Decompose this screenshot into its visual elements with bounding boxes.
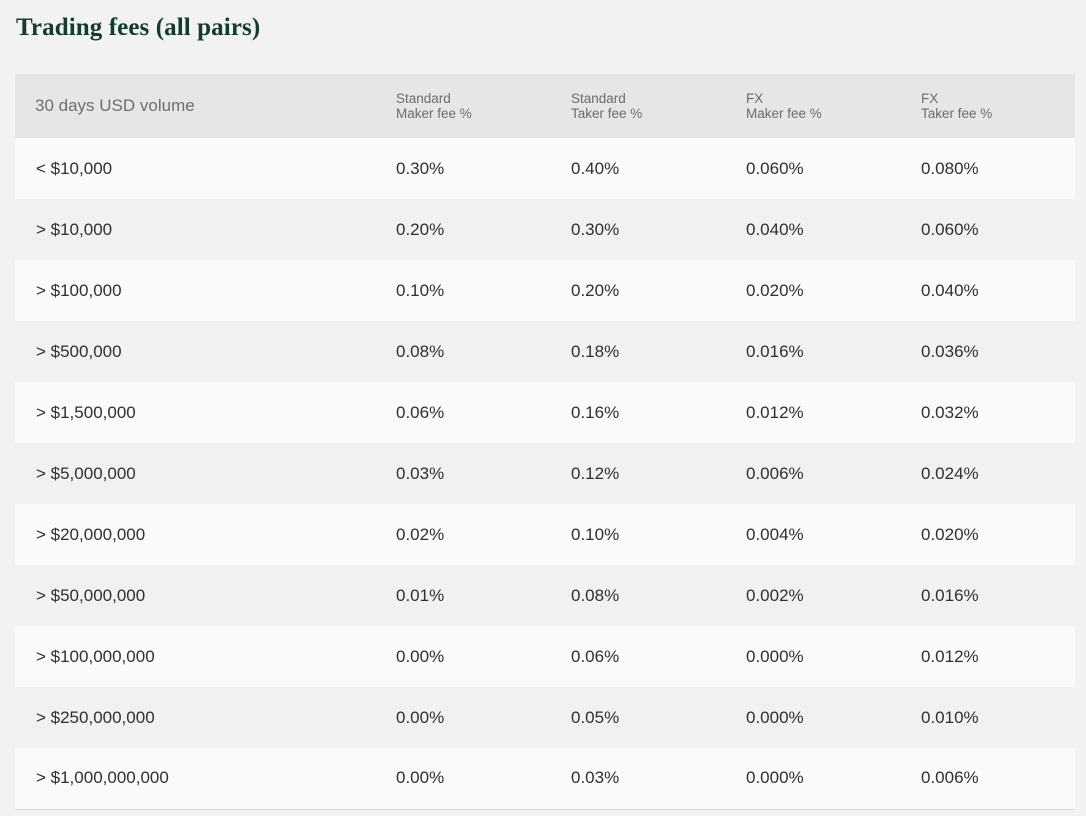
header-standard-taker-line2: Taker fee %: [571, 106, 643, 121]
fx-taker-cell: 0.032%: [921, 402, 979, 422]
fx-taker-cell: 0.080%: [921, 158, 979, 178]
standard-taker-cell: 0.05%: [571, 707, 620, 727]
standard-maker-cell: 0.03%: [396, 463, 445, 483]
fx-maker-cell: 0.006%: [746, 463, 804, 483]
standard-maker-cell: 0.20%: [396, 219, 445, 239]
standard-taker-cell: 0.10%: [571, 524, 620, 544]
standard-maker-cell: 0.00%: [396, 707, 445, 727]
table-row: > $10,000 0.20% 0.30% 0.040% 0.060%: [15, 199, 1075, 260]
volume-cell: > $20,000,000: [36, 524, 146, 544]
fx-taker-cell: 0.016%: [921, 585, 979, 605]
volume-cell: < $10,000: [36, 158, 113, 178]
fx-maker-cell: 0.004%: [746, 524, 804, 544]
fx-maker-cell: 0.002%: [746, 585, 804, 605]
standard-taker-cell: 0.08%: [571, 585, 620, 605]
volume-cell: > $500,000: [36, 341, 122, 361]
table-row: < $10,000 0.30% 0.40% 0.060% 0.080%: [15, 138, 1075, 199]
header-standard-taker-fee: Standard Taker fee %: [557, 74, 732, 138]
standard-maker-cell: 0.02%: [396, 524, 445, 544]
fx-taker-cell: 0.020%: [921, 524, 979, 544]
volume-cell: > $50,000,000: [36, 585, 146, 605]
table-row: > $100,000,000 0.00% 0.06% 0.000% 0.012%: [15, 626, 1075, 687]
table-row: > $20,000,000 0.02% 0.10% 0.004% 0.020%: [15, 504, 1075, 565]
fx-taker-cell: 0.006%: [921, 768, 979, 788]
volume-cell: > $1,000,000,000: [36, 768, 169, 788]
header-standard-maker-line2: Maker fee %: [396, 106, 472, 121]
header-standard-taker-line1: Standard: [571, 91, 626, 106]
standard-taker-cell: 0.30%: [571, 219, 620, 239]
standard-taker-cell: 0.40%: [571, 158, 620, 178]
fx-maker-cell: 0.060%: [746, 158, 804, 178]
standard-maker-cell: 0.08%: [396, 341, 445, 361]
volume-cell: > $10,000: [36, 219, 113, 239]
fx-maker-cell: 0.020%: [746, 280, 804, 300]
volume-cell: > $100,000: [36, 280, 122, 300]
fx-maker-cell: 0.000%: [746, 707, 804, 727]
header-standard-maker-fee: Standard Maker fee %: [382, 74, 557, 138]
table-row: > $1,500,000 0.06% 0.16% 0.012% 0.032%: [15, 382, 1075, 443]
fx-taker-cell: 0.024%: [921, 463, 979, 483]
standard-maker-cell: 0.01%: [396, 585, 445, 605]
table-row: > $1,000,000,000 0.00% 0.03% 0.000% 0.00…: [15, 748, 1075, 809]
volume-cell: > $5,000,000: [36, 463, 136, 483]
table-body: < $10,000 0.30% 0.40% 0.060% 0.080% > $1…: [15, 138, 1075, 809]
standard-taker-cell: 0.06%: [571, 646, 620, 666]
standard-maker-cell: 0.06%: [396, 402, 445, 422]
fx-maker-cell: 0.000%: [746, 768, 804, 788]
fx-maker-cell: 0.000%: [746, 646, 804, 666]
table-header: 30 days USD volume Standard Maker fee % …: [15, 74, 1075, 138]
table-row: > $5,000,000 0.03% 0.12% 0.006% 0.024%: [15, 443, 1075, 504]
trading-fees-table: 30 days USD volume Standard Maker fee % …: [15, 74, 1075, 810]
fx-taker-cell: 0.036%: [921, 341, 979, 361]
fx-taker-cell: 0.040%: [921, 280, 979, 300]
header-fx-taker-line2: Taker fee %: [921, 106, 993, 121]
fx-maker-cell: 0.016%: [746, 341, 804, 361]
header-standard-maker-line1: Standard: [396, 91, 451, 106]
standard-maker-cell: 0.00%: [396, 646, 445, 666]
fx-maker-cell: 0.012%: [746, 402, 804, 422]
table-row: > $250,000,000 0.00% 0.05% 0.000% 0.010%: [15, 687, 1075, 748]
standard-taker-cell: 0.18%: [571, 341, 620, 361]
header-row: 30 days USD volume Standard Maker fee % …: [15, 74, 1075, 138]
header-volume: 30 days USD volume: [35, 96, 195, 115]
volume-cell: > $250,000,000: [36, 707, 155, 727]
volume-cell: > $100,000,000: [36, 646, 155, 666]
standard-taker-cell: 0.16%: [571, 402, 620, 422]
standard-maker-cell: 0.10%: [396, 280, 445, 300]
fx-maker-cell: 0.040%: [746, 219, 804, 239]
standard-maker-cell: 0.00%: [396, 768, 445, 788]
table-row: > $500,000 0.08% 0.18% 0.016% 0.036%: [15, 321, 1075, 382]
volume-cell: > $1,500,000: [36, 402, 136, 422]
fx-taker-cell: 0.060%: [921, 219, 979, 239]
standard-maker-cell: 0.30%: [396, 158, 445, 178]
page-title: Trading fees (all pairs): [16, 14, 261, 41]
standard-taker-cell: 0.20%: [571, 280, 620, 300]
standard-taker-cell: 0.03%: [571, 768, 620, 788]
header-fx-maker-line2: Maker fee %: [746, 106, 822, 121]
header-fx-maker-fee: FX Maker fee %: [732, 74, 907, 138]
fx-taker-cell: 0.010%: [921, 707, 979, 727]
table-row: > $50,000,000 0.01% 0.08% 0.002% 0.016%: [15, 565, 1075, 626]
header-fx-taker-line1: FX: [921, 91, 939, 106]
table-row: > $100,000 0.10% 0.20% 0.020% 0.040%: [15, 260, 1075, 321]
fx-taker-cell: 0.012%: [921, 646, 979, 666]
header-fx-maker-line1: FX: [746, 91, 764, 106]
standard-taker-cell: 0.12%: [571, 463, 620, 483]
header-fx-taker-fee: FX Taker fee %: [907, 74, 1075, 138]
